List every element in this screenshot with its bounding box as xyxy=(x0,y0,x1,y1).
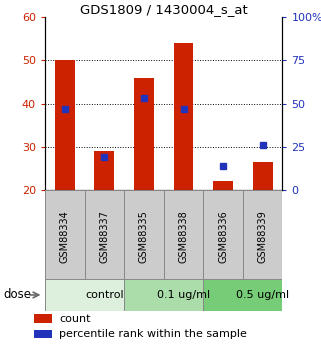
Bar xyxy=(134,78,154,190)
Bar xyxy=(84,190,124,283)
Text: percentile rank within the sample: percentile rank within the sample xyxy=(59,329,247,339)
Bar xyxy=(45,190,84,283)
Text: GSM88337: GSM88337 xyxy=(99,210,109,263)
Text: control: control xyxy=(85,290,124,300)
Bar xyxy=(94,151,114,190)
Title: GDS1809 / 1430004_s_at: GDS1809 / 1430004_s_at xyxy=(80,3,247,16)
Text: 0.5 ug/ml: 0.5 ug/ml xyxy=(236,290,289,300)
Bar xyxy=(124,190,164,283)
Text: dose: dose xyxy=(3,288,31,302)
Bar xyxy=(34,314,52,323)
Text: GSM88339: GSM88339 xyxy=(258,210,268,263)
Text: GSM88338: GSM88338 xyxy=(178,210,188,263)
Bar xyxy=(253,162,273,190)
Bar xyxy=(213,181,233,190)
Bar xyxy=(203,279,282,311)
Bar xyxy=(45,279,124,311)
Text: count: count xyxy=(59,314,91,324)
Bar xyxy=(164,190,203,283)
Text: GSM88336: GSM88336 xyxy=(218,210,228,263)
Text: GSM88334: GSM88334 xyxy=(60,210,70,263)
Bar xyxy=(203,190,243,283)
Bar xyxy=(34,330,52,338)
Bar xyxy=(174,43,193,190)
Text: 0.1 ug/ml: 0.1 ug/ml xyxy=(157,290,210,300)
Bar xyxy=(124,279,203,311)
Bar xyxy=(55,60,75,190)
Bar xyxy=(243,190,282,283)
Text: GSM88335: GSM88335 xyxy=(139,210,149,263)
